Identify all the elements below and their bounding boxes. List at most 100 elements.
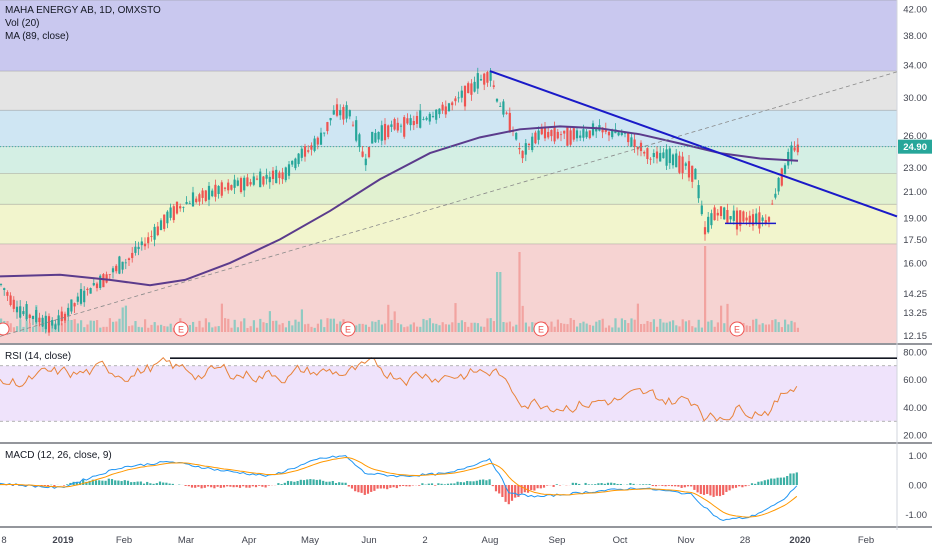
volume-bar bbox=[477, 323, 479, 332]
ma-legend[interactable]: MA (89, close) bbox=[5, 30, 161, 43]
candle-body bbox=[221, 182, 223, 195]
candle-body bbox=[266, 175, 268, 179]
candle-body bbox=[470, 83, 472, 94]
symbol-title[interactable]: MAHA ENERGY AB, 1D, OMXSTO bbox=[5, 4, 161, 17]
legend-main: MAHA ENERGY AB, 1D, OMXSTO Vol (20) MA (… bbox=[5, 4, 161, 43]
macd-histogram-bar bbox=[773, 479, 775, 485]
macd-histogram-bar bbox=[373, 485, 375, 491]
macd-histogram-bar bbox=[239, 485, 241, 488]
candle-body bbox=[781, 168, 783, 185]
macd-histogram-bar bbox=[610, 483, 612, 485]
volume-bar bbox=[269, 311, 271, 332]
volume-bar bbox=[218, 326, 220, 332]
volume-bar bbox=[710, 320, 712, 332]
volume-legend[interactable]: Vol (20) bbox=[5, 17, 161, 30]
volume-bar bbox=[662, 323, 664, 332]
candle-body bbox=[784, 165, 786, 174]
candle-body bbox=[714, 207, 716, 220]
signal-line bbox=[0, 457, 797, 517]
volume-bar bbox=[458, 323, 460, 332]
macd-histogram-bar bbox=[508, 485, 510, 504]
macd-tick-label: -1.00 bbox=[905, 510, 927, 521]
volume-bar bbox=[166, 326, 168, 332]
candle-body bbox=[48, 316, 50, 332]
volume-bar bbox=[134, 321, 136, 332]
candle-body bbox=[416, 116, 418, 124]
macd-histogram-bar bbox=[693, 485, 695, 490]
macd-histogram-bar bbox=[601, 483, 603, 485]
macd-histogram-bar bbox=[217, 485, 219, 487]
time-tick-label: Oct bbox=[613, 535, 628, 546]
earnings-marker: E bbox=[534, 322, 548, 336]
candle-body bbox=[355, 120, 357, 141]
volume-bar bbox=[147, 328, 149, 332]
candle-body bbox=[342, 107, 344, 120]
macd-histogram-bar bbox=[738, 485, 740, 486]
macd-histogram-bar bbox=[671, 485, 673, 486]
volume-bar bbox=[208, 322, 210, 332]
macd-histogram-bar bbox=[265, 485, 267, 487]
candle-body bbox=[538, 131, 540, 140]
macd-histogram-bar bbox=[476, 481, 478, 485]
macd-histogram-bar bbox=[655, 485, 657, 486]
volume-bar bbox=[579, 323, 581, 332]
candle-body bbox=[256, 179, 258, 180]
candle-body bbox=[282, 172, 284, 179]
macd-histogram-bar bbox=[434, 485, 436, 486]
macd-histogram-bar bbox=[277, 483, 279, 485]
volume-bar bbox=[666, 323, 668, 332]
macd-histogram-bar bbox=[165, 483, 167, 485]
candle-body bbox=[682, 157, 684, 174]
volume-bar bbox=[198, 321, 200, 332]
volume-bar bbox=[573, 320, 575, 332]
candle-body bbox=[304, 146, 306, 156]
time-tick-label: Feb bbox=[858, 535, 874, 546]
candle-body bbox=[86, 289, 88, 290]
macd-legend[interactable]: MACD (12, 26, close, 9) bbox=[5, 450, 112, 461]
time-tick-label: Aug bbox=[482, 535, 499, 546]
price-tick-label: 23.00 bbox=[903, 163, 927, 174]
macd-legend-label: MACD (12, 26, close, 9) bbox=[5, 450, 112, 461]
volume-bar bbox=[96, 320, 98, 332]
candle-body bbox=[198, 194, 200, 201]
volume-bar bbox=[131, 325, 133, 332]
candle-body bbox=[534, 133, 536, 144]
macd-histogram-bar bbox=[367, 485, 369, 494]
macd-histogram-bar bbox=[357, 485, 359, 492]
macd-histogram-bar bbox=[697, 485, 699, 492]
volume-bar bbox=[797, 328, 799, 332]
volume-bar bbox=[381, 324, 383, 332]
volume-bar bbox=[493, 321, 495, 332]
macd-histogram-bar bbox=[386, 485, 388, 489]
macd-histogram-bar bbox=[789, 473, 791, 485]
rsi-legend[interactable]: RSI (14, close) bbox=[5, 351, 71, 362]
candle-body bbox=[560, 134, 562, 135]
macd-histogram-bar bbox=[293, 482, 295, 485]
candle-body bbox=[269, 177, 271, 182]
candle-body bbox=[528, 144, 530, 145]
candle-body bbox=[182, 207, 184, 208]
volume-bar bbox=[659, 319, 661, 332]
volume-bar bbox=[259, 319, 261, 332]
volume-bar bbox=[682, 319, 684, 332]
price-tick-label: 42.00 bbox=[903, 5, 927, 16]
candle-body bbox=[205, 190, 207, 200]
candle-body bbox=[61, 312, 63, 322]
volume-bar bbox=[83, 327, 85, 332]
candle-body bbox=[211, 191, 213, 197]
candle-body bbox=[531, 137, 533, 150]
volume-bar bbox=[138, 327, 140, 332]
volume-bar bbox=[691, 326, 693, 332]
candle-body bbox=[630, 137, 632, 146]
candle-body bbox=[240, 178, 242, 192]
volume-bar bbox=[486, 318, 488, 332]
macd-tick-label: 0.00 bbox=[909, 481, 928, 492]
macd-histogram-bar bbox=[281, 484, 283, 485]
macd-histogram-bar bbox=[258, 485, 260, 486]
volume-bar bbox=[128, 326, 130, 332]
candle-body bbox=[275, 170, 277, 183]
macd-histogram-bar bbox=[489, 479, 491, 485]
macd-histogram-bar bbox=[169, 484, 171, 485]
macd-histogram-bar bbox=[149, 483, 151, 485]
